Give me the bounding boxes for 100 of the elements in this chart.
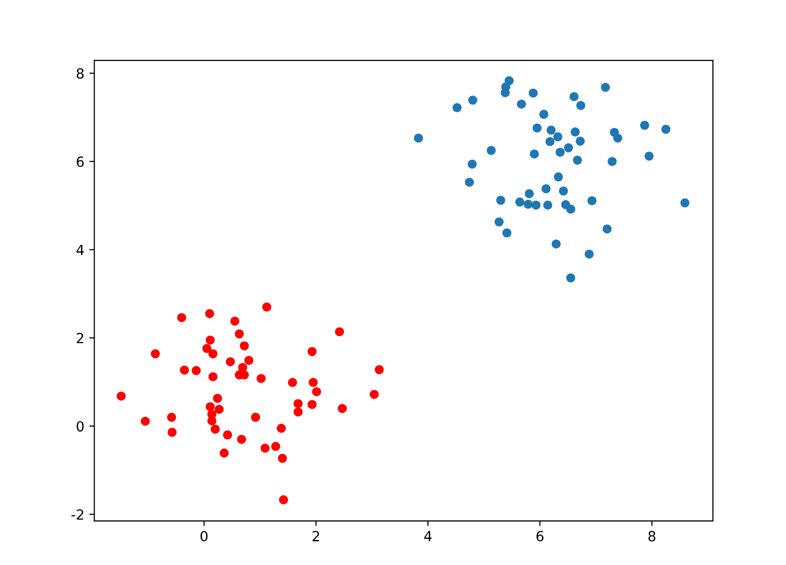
point	[308, 378, 318, 387]
point	[486, 146, 496, 155]
y-tick-label: 2	[76, 332, 84, 344]
point	[208, 349, 218, 358]
point	[271, 442, 280, 451]
point	[256, 374, 266, 383]
y-tick-label: 8	[76, 68, 84, 79]
point	[150, 349, 160, 358]
point	[370, 390, 379, 399]
point	[600, 82, 610, 92]
point	[543, 200, 552, 210]
point	[220, 448, 229, 458]
point	[374, 365, 384, 374]
point	[468, 96, 478, 105]
point	[237, 434, 246, 444]
point	[576, 100, 586, 110]
point	[210, 424, 220, 434]
x-tick-label: 0	[200, 530, 208, 542]
point	[414, 134, 423, 143]
point	[524, 189, 534, 198]
y-tick-label: 4	[76, 244, 84, 255]
point	[528, 88, 538, 98]
x-tick-label: 6	[536, 530, 544, 542]
point	[223, 430, 232, 440]
point	[572, 156, 582, 165]
point	[279, 495, 288, 504]
point	[230, 316, 240, 326]
point	[168, 428, 177, 437]
point	[546, 126, 556, 135]
point	[238, 362, 248, 372]
point	[613, 134, 622, 143]
point	[553, 132, 562, 142]
point	[576, 136, 585, 146]
point	[244, 356, 254, 365]
point	[208, 372, 218, 382]
point	[554, 172, 563, 182]
point	[558, 186, 568, 196]
point	[338, 404, 347, 413]
point	[288, 378, 297, 387]
y-tick-label: 0	[76, 421, 84, 432]
point	[335, 327, 344, 336]
point	[294, 407, 303, 416]
y-tick-label: -2	[71, 509, 84, 520]
point	[570, 92, 579, 102]
point	[566, 273, 576, 282]
point	[546, 137, 554, 146]
point	[308, 400, 317, 409]
point	[226, 357, 235, 366]
point	[308, 347, 317, 356]
point	[584, 250, 594, 259]
point	[587, 196, 596, 206]
point	[234, 329, 244, 338]
point	[566, 204, 576, 214]
point	[680, 198, 690, 208]
point	[140, 416, 150, 426]
point	[240, 341, 249, 350]
point	[640, 120, 650, 130]
point	[116, 392, 126, 401]
point	[312, 387, 322, 396]
point	[556, 148, 565, 157]
point	[251, 412, 260, 422]
point	[192, 366, 201, 376]
point	[602, 224, 612, 234]
point	[464, 178, 474, 187]
y-tick-label: 6	[76, 156, 84, 167]
point	[180, 366, 189, 375]
point	[608, 156, 617, 166]
point	[276, 424, 286, 433]
point	[542, 184, 551, 194]
point	[294, 399, 303, 408]
point	[502, 228, 512, 238]
point	[278, 454, 287, 463]
point	[515, 198, 524, 207]
point	[564, 143, 573, 152]
point	[552, 239, 561, 248]
point	[206, 402, 215, 412]
point	[570, 127, 580, 136]
point	[496, 196, 506, 205]
point	[532, 123, 542, 132]
point	[530, 149, 539, 158]
point	[516, 100, 526, 109]
point	[644, 152, 654, 161]
point	[468, 160, 477, 169]
point	[214, 404, 224, 414]
point	[202, 344, 212, 353]
point	[177, 313, 186, 322]
x-tick-label: 2	[312, 530, 320, 542]
point	[452, 103, 462, 112]
point	[167, 412, 176, 422]
point	[661, 124, 670, 134]
point	[206, 336, 215, 345]
point	[539, 110, 548, 119]
point	[532, 200, 541, 210]
x-tick-label: 4	[424, 531, 432, 542]
x-tick-label: 8	[648, 530, 656, 542]
point	[205, 309, 214, 318]
point	[260, 444, 270, 453]
point	[262, 302, 272, 312]
point	[524, 200, 533, 209]
point	[494, 217, 504, 226]
